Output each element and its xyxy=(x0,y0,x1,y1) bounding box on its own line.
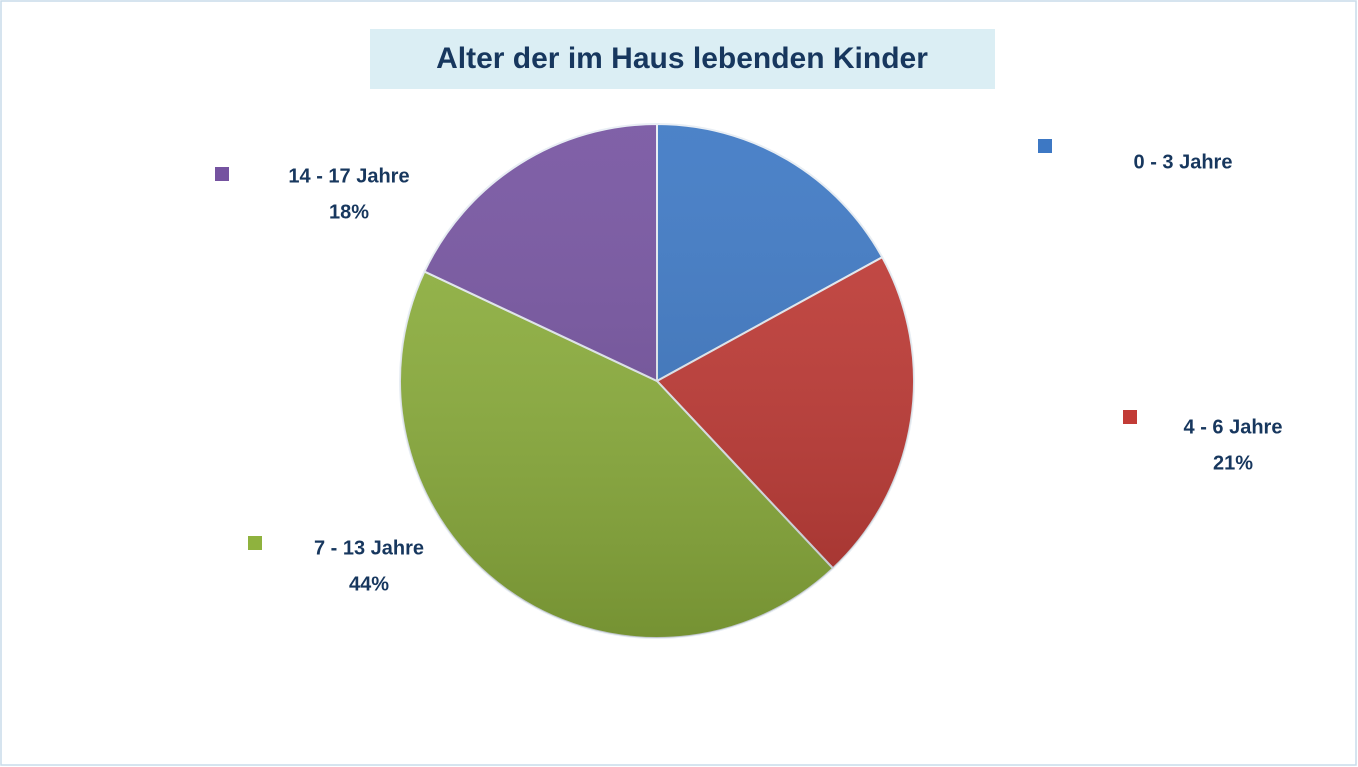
data-label-name: 7 - 13 Jahre xyxy=(314,537,424,559)
data-label-value: 18% xyxy=(329,201,369,223)
legend-marker xyxy=(1123,410,1137,424)
data-label-name: 4 - 6 Jahre xyxy=(1184,416,1283,438)
chart-title: Alter der im Haus lebenden Kinder xyxy=(436,42,928,75)
legend-marker xyxy=(1038,139,1052,153)
data-label-value: 44% xyxy=(349,573,389,595)
data-label-value: 21% xyxy=(1213,452,1253,474)
data-label-name: 0 - 3 Jahre xyxy=(1134,151,1233,173)
legend-marker xyxy=(248,536,262,550)
data-label-name: 14 - 17 Jahre xyxy=(288,165,409,187)
legend-marker xyxy=(215,167,229,181)
title-box xyxy=(370,29,995,89)
